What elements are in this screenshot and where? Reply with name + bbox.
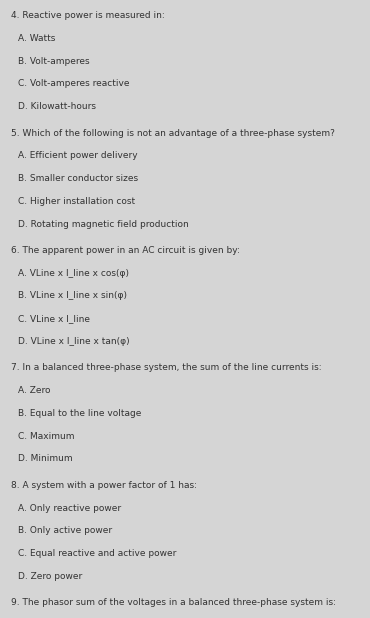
Text: B. Smaller conductor sizes: B. Smaller conductor sizes (18, 174, 139, 183)
Text: C. VLine x I_line: C. VLine x I_line (18, 314, 91, 323)
Text: B. Only active power: B. Only active power (18, 527, 112, 535)
Text: B. Equal to the line voltage: B. Equal to the line voltage (18, 409, 142, 418)
Text: B. VLine x I_line x sin(φ): B. VLine x I_line x sin(φ) (18, 292, 128, 300)
Text: 9. The phasor sum of the voltages in a balanced three-phase system is:: 9. The phasor sum of the voltages in a b… (11, 598, 336, 607)
Text: A. VLine x I_line x cos(φ): A. VLine x I_line x cos(φ) (18, 269, 130, 277)
Text: A. Only reactive power: A. Only reactive power (18, 504, 122, 512)
Text: D. VLine x I_line x tan(φ): D. VLine x I_line x tan(φ) (18, 337, 130, 346)
Text: D. Minimum: D. Minimum (18, 454, 73, 464)
Text: A. Watts: A. Watts (18, 34, 56, 43)
Text: 5. Which of the following is not an advantage of a three-phase system?: 5. Which of the following is not an adva… (11, 129, 335, 138)
Text: A. Zero: A. Zero (18, 386, 51, 395)
Text: 8. A system with a power factor of 1 has:: 8. A system with a power factor of 1 has… (11, 481, 197, 490)
Text: C. Maximum: C. Maximum (18, 431, 75, 441)
Text: A. Efficient power delivery: A. Efficient power delivery (18, 151, 138, 160)
Text: D. Kilowatt-hours: D. Kilowatt-hours (18, 102, 97, 111)
Text: B. Volt-amperes: B. Volt-amperes (18, 57, 90, 66)
Text: C. Higher installation cost: C. Higher installation cost (18, 197, 136, 206)
Text: D. Zero power: D. Zero power (18, 572, 83, 581)
Text: C. Volt-amperes reactive: C. Volt-amperes reactive (18, 79, 130, 88)
Text: C. Equal reactive and active power: C. Equal reactive and active power (18, 549, 177, 558)
Text: 4. Reactive power is measured in:: 4. Reactive power is measured in: (11, 11, 165, 20)
Text: 7. In a balanced three-phase system, the sum of the line currents is:: 7. In a balanced three-phase system, the… (11, 363, 322, 373)
Text: D. Rotating magnetic field production: D. Rotating magnetic field production (18, 219, 189, 229)
Text: 6. The apparent power in an AC circuit is given by:: 6. The apparent power in an AC circuit i… (11, 246, 240, 255)
